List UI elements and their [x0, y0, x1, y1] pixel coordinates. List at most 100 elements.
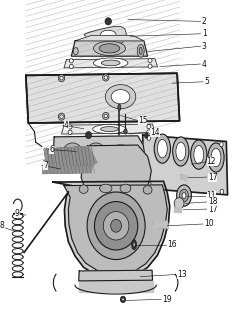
Ellipse shape [194, 145, 204, 164]
Polygon shape [75, 36, 144, 41]
Polygon shape [71, 41, 148, 56]
Polygon shape [62, 124, 155, 134]
Text: 4: 4 [64, 121, 69, 130]
Ellipse shape [93, 58, 128, 68]
Text: 8: 8 [0, 221, 5, 230]
Polygon shape [64, 185, 167, 274]
Ellipse shape [120, 296, 126, 303]
Polygon shape [180, 175, 187, 180]
Ellipse shape [99, 44, 120, 53]
Ellipse shape [182, 193, 186, 198]
Ellipse shape [115, 149, 126, 160]
Ellipse shape [147, 124, 151, 129]
Ellipse shape [86, 132, 92, 139]
Ellipse shape [101, 127, 118, 132]
Text: 3: 3 [202, 42, 207, 51]
Text: 17: 17 [208, 172, 217, 181]
Ellipse shape [101, 60, 120, 66]
Polygon shape [54, 136, 145, 172]
Ellipse shape [58, 113, 65, 120]
Ellipse shape [73, 48, 78, 55]
Ellipse shape [68, 130, 72, 134]
Ellipse shape [220, 142, 223, 147]
Ellipse shape [147, 135, 151, 140]
Ellipse shape [173, 137, 189, 166]
Text: 10: 10 [204, 220, 214, 228]
Polygon shape [81, 145, 151, 194]
Text: 2: 2 [202, 17, 206, 26]
Ellipse shape [67, 148, 78, 158]
Ellipse shape [104, 76, 108, 79]
Ellipse shape [180, 189, 188, 202]
Ellipse shape [132, 240, 137, 250]
Ellipse shape [105, 18, 111, 25]
Ellipse shape [93, 41, 125, 55]
Text: 11: 11 [207, 191, 216, 200]
Text: 14: 14 [150, 128, 160, 137]
Ellipse shape [174, 198, 184, 209]
Ellipse shape [63, 143, 82, 163]
Ellipse shape [69, 64, 73, 68]
Ellipse shape [111, 90, 130, 104]
Ellipse shape [103, 212, 129, 240]
Ellipse shape [137, 44, 144, 57]
Ellipse shape [220, 189, 224, 194]
Ellipse shape [103, 74, 109, 81]
Ellipse shape [148, 182, 151, 188]
Text: 1: 1 [202, 29, 206, 38]
Text: 13: 13 [177, 270, 187, 279]
Ellipse shape [124, 129, 127, 134]
Ellipse shape [103, 112, 109, 119]
Ellipse shape [118, 104, 121, 111]
Ellipse shape [104, 114, 108, 118]
Ellipse shape [154, 134, 170, 163]
Text: 5: 5 [204, 77, 209, 86]
Text: 4: 4 [202, 60, 207, 68]
Ellipse shape [208, 143, 224, 172]
Text: 18: 18 [208, 197, 217, 206]
Ellipse shape [105, 84, 136, 109]
Text: 7: 7 [43, 161, 48, 170]
Polygon shape [143, 135, 228, 195]
Ellipse shape [143, 186, 152, 194]
Ellipse shape [87, 192, 145, 260]
Polygon shape [174, 208, 182, 212]
Ellipse shape [100, 184, 112, 193]
Ellipse shape [191, 140, 207, 169]
Ellipse shape [93, 124, 126, 134]
Polygon shape [79, 270, 153, 281]
Polygon shape [26, 73, 180, 123]
Text: 15: 15 [138, 116, 147, 125]
Ellipse shape [94, 202, 138, 250]
Polygon shape [44, 147, 97, 166]
Polygon shape [154, 220, 169, 228]
Ellipse shape [147, 130, 151, 134]
Ellipse shape [120, 184, 131, 193]
Text: 16: 16 [167, 240, 177, 249]
Ellipse shape [111, 220, 122, 232]
Ellipse shape [60, 115, 63, 118]
Ellipse shape [148, 64, 152, 68]
Polygon shape [53, 181, 170, 278]
Polygon shape [84, 26, 126, 43]
Ellipse shape [176, 142, 186, 161]
Polygon shape [64, 59, 157, 68]
Ellipse shape [79, 185, 88, 193]
Ellipse shape [58, 75, 65, 82]
Ellipse shape [139, 47, 142, 54]
Ellipse shape [156, 133, 159, 137]
Ellipse shape [133, 243, 135, 247]
Text: 19: 19 [162, 295, 172, 304]
Ellipse shape [177, 185, 191, 206]
Ellipse shape [60, 76, 63, 80]
Ellipse shape [68, 125, 72, 129]
Text: 9: 9 [15, 209, 20, 218]
Ellipse shape [111, 144, 130, 164]
Ellipse shape [211, 148, 221, 167]
Ellipse shape [91, 148, 101, 158]
Ellipse shape [69, 59, 73, 63]
Text: 17: 17 [208, 204, 217, 213]
Ellipse shape [100, 30, 116, 39]
Text: 12: 12 [207, 157, 216, 166]
Ellipse shape [157, 140, 167, 158]
